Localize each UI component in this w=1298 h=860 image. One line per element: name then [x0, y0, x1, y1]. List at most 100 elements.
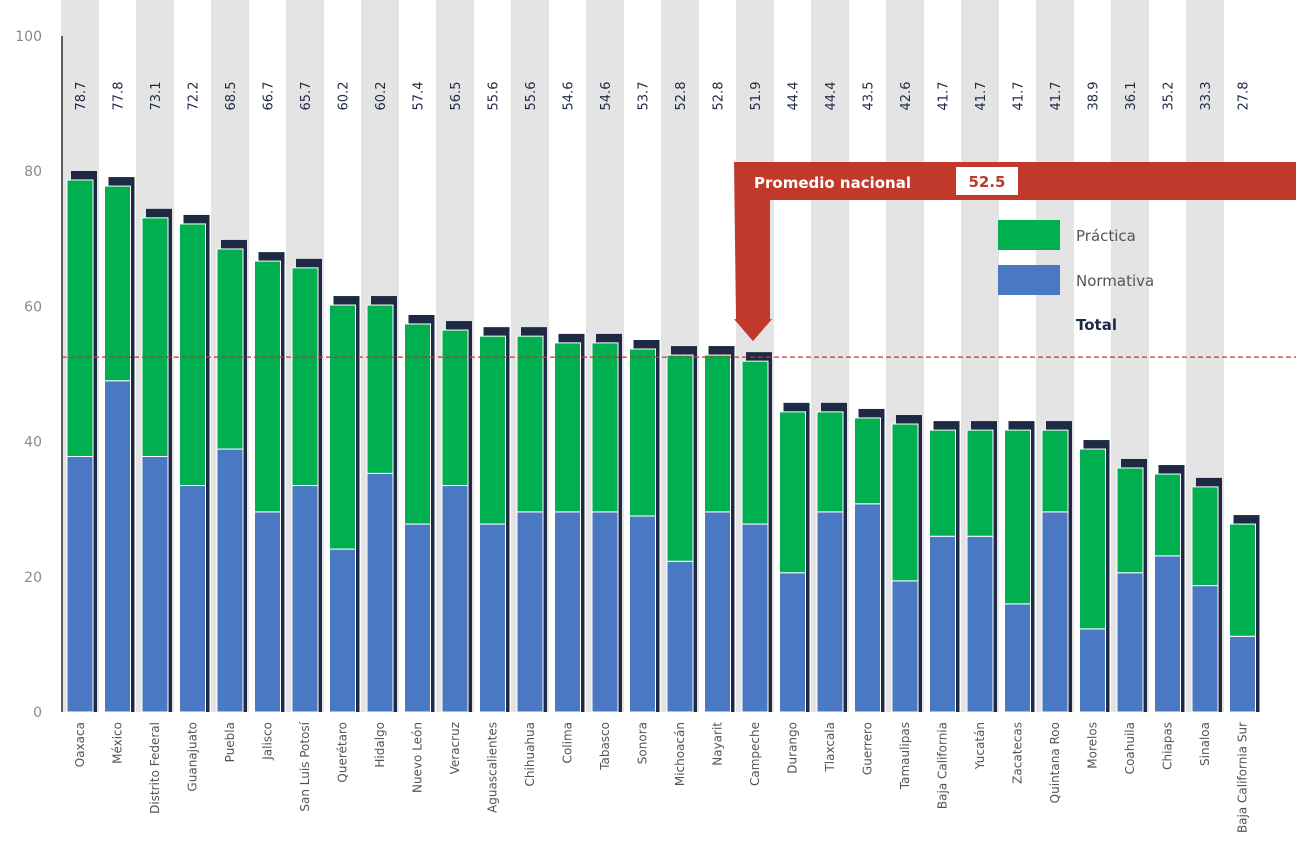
bar-practica [479, 335, 506, 525]
bar-practica [254, 260, 281, 513]
bars [66, 170, 1260, 713]
average-callout-shape [734, 162, 1296, 342]
x-tick-label: Veracruz [448, 722, 462, 774]
total-value-label: 73.1 [149, 82, 164, 111]
bar-practica [1154, 473, 1181, 557]
bar-normativa [779, 572, 806, 713]
bar-normativa [629, 515, 656, 713]
x-tick-label: Campeche [748, 722, 762, 786]
bar-normativa [66, 455, 94, 713]
bar-practica [891, 423, 919, 582]
y-axis: 0 20 40 60 80 100 [15, 29, 63, 721]
bar-practica [1041, 429, 1069, 513]
total-value-label: 41.7 [937, 82, 952, 111]
bar-practica [1004, 429, 1031, 605]
bar-normativa [741, 523, 769, 713]
bar-practica [66, 179, 94, 457]
bar-normativa [554, 511, 581, 713]
bar-normativa [404, 523, 431, 713]
x-tick-label: Morelos [1086, 722, 1100, 769]
bar-normativa [966, 535, 994, 713]
bar-normativa [704, 511, 731, 713]
total-value-label: 41.7 [1012, 82, 1027, 111]
legend-label-normativa: Normativa [1076, 272, 1154, 290]
x-tick-label: Sinaloa [1198, 722, 1212, 766]
bar-practica [741, 360, 769, 525]
bar-practica [779, 411, 806, 574]
bar-practica [666, 354, 694, 562]
bar-practica [1191, 486, 1219, 587]
bar-practica [141, 217, 169, 457]
y-tick-label: 80 [24, 164, 42, 180]
total-value-label: 52.8 [674, 82, 689, 111]
bar-normativa [216, 448, 244, 713]
total-value-label: 54.6 [562, 82, 577, 111]
x-tick-label: Durango [786, 722, 800, 774]
x-tick-label: México [111, 722, 125, 764]
x-tick-label: Oaxaca [73, 722, 87, 767]
x-tick-label: Tamaulipas [898, 722, 912, 790]
y-tick-label: 60 [24, 299, 42, 315]
total-value-label: 55.6 [487, 82, 502, 111]
bar-normativa [104, 380, 131, 713]
total-value-label: 41.7 [974, 82, 989, 111]
total-value-label: 36.1 [1124, 82, 1139, 111]
bar-normativa [854, 503, 881, 713]
total-value-label: 42.6 [899, 82, 914, 111]
legend-label-total: Total [1076, 316, 1117, 334]
x-tick-label: Tabasco [598, 722, 612, 771]
bar-normativa [141, 455, 169, 713]
bar-practica [704, 354, 731, 513]
x-tick-label: Guerrero [861, 722, 875, 775]
bar-practica [366, 304, 394, 474]
y-tick-label: 0 [33, 705, 42, 721]
bar-practica [966, 429, 994, 537]
x-tick-label: Baja California Sur [1236, 722, 1250, 833]
total-value-label: 54.6 [599, 82, 614, 111]
total-value-label: 52.8 [712, 82, 727, 111]
bar-practica [1229, 523, 1256, 637]
total-labels: 78.7 77.8 73.1 72.2 68.5 66.7 65.7 60.2 60.2 57.4… [74, 82, 1252, 111]
x-tick-label: Distrito Federal [148, 722, 162, 814]
total-value-label: 33.3 [1199, 82, 1214, 111]
total-value-label: 66.7 [262, 82, 277, 111]
bar-normativa [666, 560, 694, 713]
total-value-label: 44.4 [787, 82, 802, 111]
bar-practica [179, 223, 206, 487]
x-tick-label: Nayarit [711, 722, 725, 766]
bar-normativa [891, 580, 919, 713]
bar-normativa [479, 523, 506, 713]
bar-normativa [1229, 635, 1256, 713]
bar-normativa [366, 472, 394, 713]
x-tick-label: Querétaro [336, 722, 350, 783]
bar-practica [854, 417, 881, 505]
total-value-label: 60.2 [337, 82, 352, 111]
total-value-label: 41.7 [1049, 82, 1064, 111]
bar-normativa [929, 535, 956, 713]
legend-label-practica: Práctica [1076, 227, 1136, 245]
total-value-label: 60.2 [374, 82, 389, 111]
bar-practica [591, 342, 619, 513]
x-tick-label: Jalisco [261, 722, 275, 761]
bar-practica [816, 411, 844, 513]
total-value-label: 55.6 [524, 82, 539, 111]
bar-practica [554, 342, 581, 513]
bar-practica [629, 348, 656, 517]
x-tick-label: Nuevo León [411, 722, 425, 793]
total-value-label: 56.5 [449, 82, 464, 111]
bar-normativa [329, 548, 356, 713]
total-value-label: 51.9 [749, 82, 764, 111]
bar-practica [404, 323, 431, 525]
x-tick-label: Coahuila [1123, 722, 1137, 774]
total-value-label: 57.4 [412, 82, 427, 111]
bar-normativa [441, 485, 469, 713]
x-tick-label: Baja California [936, 722, 950, 809]
legend-swatch-normativa [998, 265, 1060, 295]
average-value-box [956, 167, 1018, 195]
bar-normativa [1154, 555, 1181, 713]
bar-normativa [179, 485, 206, 713]
bar-normativa [1004, 603, 1031, 713]
total-value-label: 27.8 [1237, 82, 1252, 111]
bar-normativa [816, 511, 844, 713]
